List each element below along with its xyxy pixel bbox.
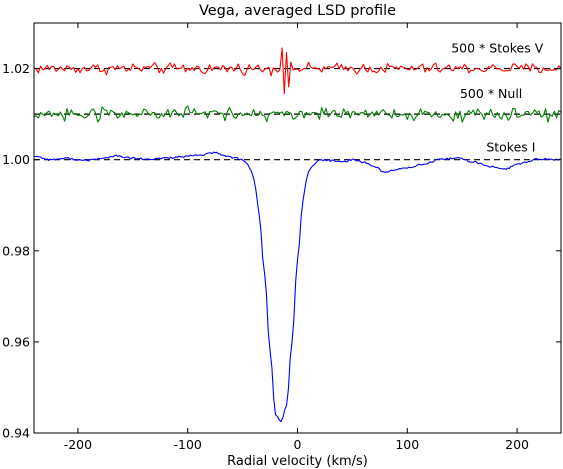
series-line-500-null xyxy=(34,105,561,123)
y-tick-label: 1.00 xyxy=(2,152,30,167)
plot-clip-group xyxy=(34,47,561,423)
annotations: 500 * Stokes V 500 * Null Stokes I xyxy=(451,41,544,155)
x-axis-label: Radial velocity (km/s) xyxy=(227,454,368,469)
series-line-500-stokes-v xyxy=(34,47,561,95)
x-tick-label: -200 xyxy=(64,437,92,452)
annotation-label: 500 * Null xyxy=(460,86,522,101)
x-tick-label: 100 xyxy=(395,437,419,452)
y-tick-label: 0.94 xyxy=(2,426,30,441)
annotation-label: Stokes I xyxy=(486,139,535,154)
y-tick-label: 1.02 xyxy=(2,61,30,76)
annotation-label: 500 * Stokes V xyxy=(451,41,544,56)
axis-ticks: -200 -100 0 100 200 0.94 0.96 0.98 1.00 1.02 xyxy=(2,23,561,452)
plot-area xyxy=(34,47,561,423)
y-tick-label: 0.98 xyxy=(2,243,30,258)
x-tick-label: 0 xyxy=(294,437,302,452)
series-line-stokes-i xyxy=(34,151,561,423)
chart-title: Vega, averaged LSD profile xyxy=(199,3,396,19)
y-tick-label: 0.96 xyxy=(2,334,30,349)
x-tick-label: 200 xyxy=(505,437,529,452)
x-tick-label: -100 xyxy=(174,437,202,452)
